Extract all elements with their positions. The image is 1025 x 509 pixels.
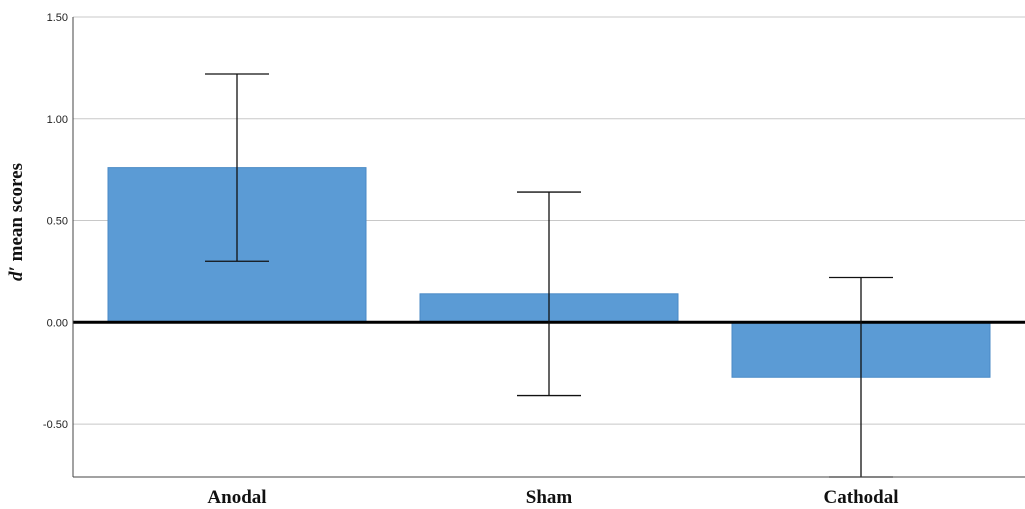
x-tick-label: Sham — [526, 487, 573, 508]
x-tick-labels: Anodal Sham Cathodal — [207, 487, 898, 508]
y-tick-label: 1.50 — [47, 12, 68, 24]
y-axis-title-symbol: d′ — [6, 266, 27, 281]
y-tick-label: -0.50 — [43, 419, 68, 431]
y-axis-title-text: mean scores — [6, 163, 27, 261]
y-tick-labels: 1.50 1.00 0.50 0.00 -0.50 — [43, 12, 68, 431]
x-tick-label: Anodal — [207, 487, 266, 508]
y-tick-label: 0.50 — [47, 216, 68, 228]
y-tick-label: 1.00 — [47, 114, 68, 126]
y-axis-title: d′ mean scores — [6, 163, 27, 281]
x-tick-label: Cathodal — [824, 487, 899, 508]
y-tick-label: 0.00 — [47, 317, 68, 329]
